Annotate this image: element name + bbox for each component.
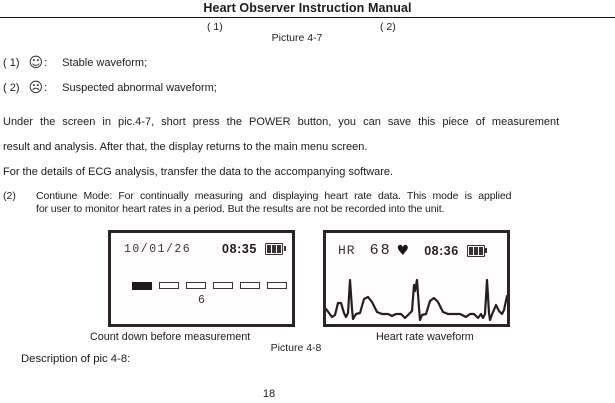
heart-icon: ♥	[396, 242, 410, 259]
ecg-waveform	[326, 278, 507, 322]
body-text-line: result and analysis. After that, the dis…	[3, 141, 368, 153]
list-item-text-line: for user to monitor heart rates in a per…	[36, 203, 445, 215]
legend-label: Suspected abnormal waveform;	[62, 82, 217, 94]
progress-segment	[267, 282, 287, 289]
progress-segment	[213, 282, 233, 289]
progress-segment	[240, 282, 260, 289]
legend-label: Stable waveform;	[62, 57, 148, 69]
picture-4-8-caption: Picture 4-8	[270, 342, 322, 354]
legend-number: ( 2)	[3, 82, 20, 94]
countdown-value: 6	[198, 294, 205, 307]
battery-bar	[468, 246, 473, 255]
legend-item-abnormal: ( 2) ☹ : Suspected abnormal waveform;	[3, 80, 217, 96]
smiley-face-icon: ☺	[28, 55, 44, 71]
countdown-progressbar	[132, 281, 287, 290]
description-label: Description of pic 4-8:	[21, 353, 131, 365]
list-item-number: (2)	[3, 190, 16, 202]
battery-bar	[267, 245, 271, 253]
progress-segment-filled	[132, 281, 152, 290]
legend-number: ( 1)	[3, 57, 20, 69]
hr-label: HR	[338, 243, 356, 258]
page-number: 18	[262, 388, 276, 400]
hr-value: 68	[369, 242, 392, 259]
body-text-line: For the details of ECG analysis, transfe…	[3, 166, 394, 178]
waveform-screen-caption: Heart rate waveform	[376, 331, 474, 343]
waveform-screen-statusbar: HR 68 ♥ 08:36	[326, 242, 507, 259]
picture-4-7-label-1: ( 1)	[207, 21, 223, 33]
picture-4-7-label-2: ( 2)	[380, 21, 396, 33]
time-display: 08:36	[424, 243, 459, 258]
countdown-screen-caption: Count down before measurement	[90, 331, 251, 343]
battery-icon	[265, 243, 286, 255]
page-title: Heart Observer Instruction Manual	[203, 1, 412, 15]
battery-bar	[277, 245, 281, 253]
frowning-face-icon: ☹	[28, 80, 44, 96]
legend-item-stable: ( 1) ☺ : Stable waveform;	[3, 55, 147, 71]
waveform-screen: HR 68 ♥ 08:36	[323, 230, 510, 327]
battery-bar	[272, 245, 276, 253]
progress-segment	[186, 282, 206, 289]
progress-segment	[159, 282, 179, 289]
time-display: 08:35	[222, 242, 257, 256]
ecg-trace	[326, 278, 507, 322]
battery-bar	[478, 246, 483, 255]
header-divider	[0, 17, 615, 18]
battery-bar	[473, 246, 478, 255]
legend-colon: :	[44, 82, 48, 94]
date-display: 10/01/26	[124, 242, 192, 256]
countdown-screen: 10/01/26 08:35 6	[108, 230, 295, 327]
countdown-screen-statusbar: 10/01/26 08:35	[111, 242, 292, 256]
body-text-line: Under the screen in pic.4-7, short press…	[3, 116, 560, 128]
list-item-text-line: Contiune Mode: For continually measuring…	[36, 190, 512, 202]
battery-icon	[466, 244, 488, 257]
picture-4-7-caption: Picture 4-7	[271, 32, 323, 44]
legend-colon: :	[44, 57, 48, 69]
